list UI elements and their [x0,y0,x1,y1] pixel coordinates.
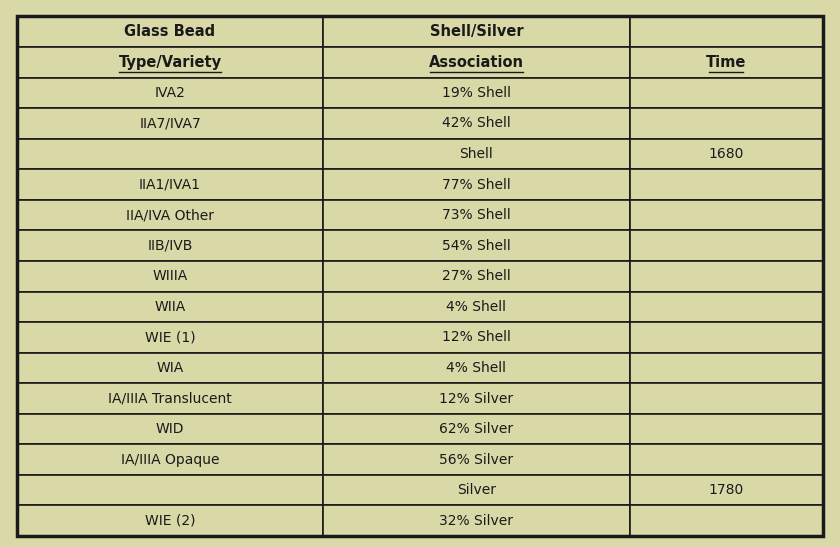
Text: 32% Silver: 32% Silver [439,514,513,528]
Text: WIE (1): WIE (1) [144,330,196,345]
Bar [323,292,630,322]
Bar [630,108,823,139]
Text: 54% Shell: 54% Shell [442,238,511,253]
Bar [630,292,823,322]
Text: 12% Shell: 12% Shell [442,330,511,345]
Bar [17,292,323,322]
Text: Silver: Silver [457,483,496,497]
Bar [630,16,823,47]
Bar [17,78,323,108]
Bar [323,414,630,444]
Text: WIA: WIA [156,361,184,375]
Text: WIIA: WIIA [155,300,186,314]
Bar [323,383,630,414]
Bar [17,475,323,505]
Bar [630,139,823,169]
Bar [17,230,323,261]
Text: Association: Association [429,55,524,70]
Bar [323,322,630,353]
Text: 12% Silver: 12% Silver [439,392,513,405]
Bar [323,47,630,78]
Bar [630,353,823,383]
Bar [17,322,323,353]
Bar [323,230,630,261]
Text: IIA/IVA Other: IIA/IVA Other [126,208,214,222]
Bar [323,139,630,169]
Text: WIIIA: WIIIA [152,269,187,283]
Text: IVA2: IVA2 [155,86,186,100]
Bar [323,169,630,200]
Bar [17,108,323,139]
Text: IA/IIIA Opaque: IA/IIIA Opaque [121,452,219,467]
Bar [630,200,823,230]
Bar [630,230,823,261]
Text: IA/IIIA Translucent: IA/IIIA Translucent [108,392,232,405]
Bar [630,444,823,475]
Text: Shell/Silver: Shell/Silver [429,24,523,39]
Bar [630,505,823,536]
Bar [17,16,323,47]
Text: Time: Time [706,55,747,70]
Text: 4% Shell: 4% Shell [446,300,507,314]
Bar [630,475,823,505]
Bar [630,78,823,108]
Bar [630,322,823,353]
Bar [630,261,823,292]
Text: 4% Shell: 4% Shell [446,361,507,375]
Bar [323,444,630,475]
Bar [323,78,630,108]
Bar [323,475,630,505]
Bar [17,169,323,200]
Bar [17,261,323,292]
Text: 1680: 1680 [709,147,744,161]
Text: WID: WID [155,422,184,436]
Text: Shell: Shell [459,147,493,161]
Text: WIE (2): WIE (2) [144,514,195,528]
Bar [323,353,630,383]
Text: IIB/IVB: IIB/IVB [147,238,192,253]
Bar [630,383,823,414]
Bar [630,414,823,444]
Bar [17,383,323,414]
Bar [630,169,823,200]
Text: Glass Bead: Glass Bead [124,24,216,39]
Bar [323,505,630,536]
Bar [323,16,630,47]
Bar [17,414,323,444]
Text: Type/Variety: Type/Variety [118,55,222,70]
Text: 19% Shell: 19% Shell [442,86,511,100]
Bar [17,505,323,536]
Bar [323,108,630,139]
Text: 42% Shell: 42% Shell [442,117,511,130]
Text: 73% Shell: 73% Shell [442,208,511,222]
Text: 27% Shell: 27% Shell [442,269,511,283]
Bar [17,444,323,475]
Bar [17,200,323,230]
Text: IIA1/IVA1: IIA1/IVA1 [139,178,201,191]
Bar [17,47,323,78]
Bar [323,200,630,230]
Text: 1780: 1780 [709,483,744,497]
Text: 77% Shell: 77% Shell [442,178,511,191]
Text: IIA7/IVA7: IIA7/IVA7 [139,117,201,130]
Bar [323,261,630,292]
Text: 62% Silver: 62% Silver [439,422,513,436]
Bar [17,139,323,169]
Bar [630,47,823,78]
Bar [17,353,323,383]
Text: 56% Silver: 56% Silver [439,452,513,467]
